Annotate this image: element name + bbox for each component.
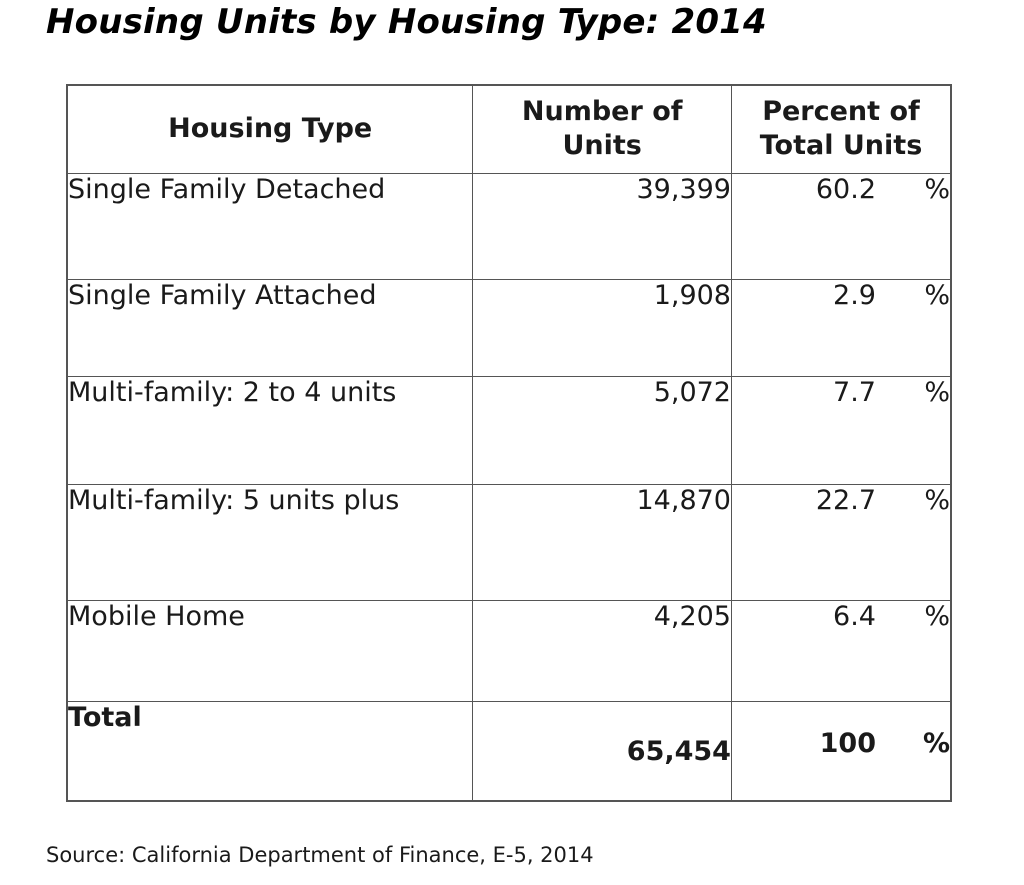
total-percent-value: 100 [819,727,876,759]
row-percent-sign: % [924,173,950,205]
total-units-cell: 65,454 [472,700,732,802]
table-row: Multi-family: 2 to 4 units 5,072 7.7% [66,375,952,485]
total-percent-sign: % [922,727,950,759]
row-type-cell: Multi-family: 5 units plus [66,483,474,601]
header-units-line1: Number of [521,96,683,128]
page-title: Housing Units by Housing Type: 2014 [46,2,767,42]
row-percent-sign: % [924,279,950,311]
row-percent-cell: 6.4% [730,599,952,702]
header-housing-type: Housing Type [66,84,474,174]
header-percent-line2: Total Units [759,130,923,162]
total-label-cell: Total [66,700,474,802]
header-row: Housing Type Number of Units Percent of … [66,84,952,174]
row-type-cell: Multi-family: 2 to 4 units [66,375,474,485]
row-percent-sign: % [924,376,950,408]
row-percent-cell: 7.7% [730,375,952,485]
table-row: Multi-family: 5 units plus 14,870 22.7% [66,483,952,601]
header-percent-of-total: Percent of Total Units [730,84,952,174]
table-row: Single Family Attached 1,908 2.9% [66,278,952,377]
row-percent-value: 22.7 [815,484,876,516]
row-percent-cell: 60.2% [730,172,952,280]
row-percent-value: 60.2 [815,173,876,205]
row-type-cell: Single Family Attached [66,278,474,377]
row-percent-sign: % [924,600,950,632]
row-type-cell: Single Family Detached [66,172,474,280]
row-percent-cell: 2.9% [730,278,952,377]
row-units-cell: 14,870 [472,483,732,601]
row-units-cell: 5,072 [472,375,732,485]
header-units-line2: Units [562,130,642,162]
row-percent-value: 2.9 [833,279,876,311]
total-percent-cell: 100% [730,700,952,802]
header-percent-line1: Percent of [762,96,920,128]
housing-table: Housing Type Number of Units Percent of … [66,84,952,802]
row-percent-sign: % [924,484,950,516]
row-type-cell: Mobile Home [66,599,474,702]
row-percent-cell: 22.7% [730,483,952,601]
header-number-of-units: Number of Units [472,84,732,174]
source-note: Source: California Department of Finance… [46,843,594,867]
total-row: Total 65,454 100% [66,700,952,802]
table-row: Mobile Home 4,205 6.4% [66,599,952,702]
row-units-cell: 4,205 [472,599,732,702]
row-units-cell: 39,399 [472,172,732,280]
row-units-cell: 1,908 [472,278,732,377]
table-row: Single Family Detached 39,399 60.2% [66,172,952,280]
row-percent-value: 7.7 [833,376,876,408]
row-percent-value: 6.4 [833,600,876,632]
